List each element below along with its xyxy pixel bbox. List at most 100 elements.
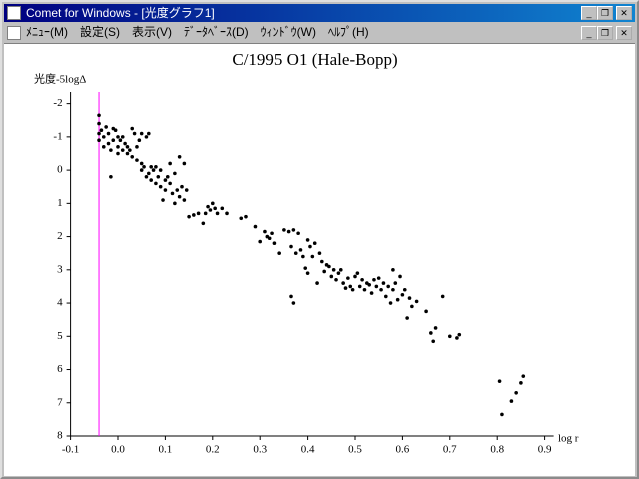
child-icon: [7, 26, 21, 40]
minimize-button[interactable]: _: [581, 6, 597, 20]
data-point: [282, 228, 286, 232]
data-point: [149, 178, 153, 182]
data-point: [353, 274, 357, 279]
data-point: [398, 274, 402, 279]
data-point: [97, 113, 101, 118]
data-point: [184, 188, 189, 192]
data-point: [165, 174, 170, 179]
close-button[interactable]: ✕: [616, 6, 632, 20]
data-point: [410, 304, 414, 309]
menu-item[interactable]: 表示(V): [132, 25, 172, 39]
data-point: [244, 214, 248, 219]
data-point: [220, 206, 225, 211]
data-point: [139, 131, 144, 136]
x-tick-label: 0.5: [348, 444, 362, 456]
data-point: [113, 128, 118, 133]
data-point: [97, 138, 101, 142]
data-point: [402, 287, 407, 292]
x-tick-label: 0.3: [253, 444, 267, 456]
data-point: [158, 168, 163, 172]
data-point: [158, 184, 163, 189]
data-point: [175, 188, 180, 192]
child-minimize[interactable]: _: [581, 26, 597, 40]
data-point: [163, 188, 168, 192]
data-point: [201, 221, 206, 226]
data-point: [360, 277, 364, 282]
data-point: [317, 251, 322, 255]
data-point: [393, 281, 398, 285]
data-point: [384, 294, 388, 299]
y-tick-label: 5: [57, 330, 63, 342]
data-point: [151, 168, 156, 172]
data-point: [310, 254, 315, 259]
data-point: [521, 374, 526, 378]
data-point: [208, 208, 213, 212]
data-point: [130, 126, 135, 131]
data-point: [170, 191, 175, 196]
data-point: [329, 274, 334, 279]
data-point: [350, 287, 355, 292]
data-point: [258, 239, 262, 244]
menu-item[interactable]: ﾒﾆｭｰ(M): [26, 25, 68, 39]
data-point: [391, 268, 395, 272]
data-point: [139, 168, 144, 172]
data-point: [147, 171, 151, 176]
data-point: [263, 229, 267, 234]
data-point: [106, 141, 111, 146]
data-point: [173, 201, 177, 206]
data-point: [301, 254, 305, 259]
data-point: [289, 294, 293, 299]
data-point: [346, 276, 350, 280]
y-tick-label: 8: [57, 430, 63, 442]
data-point: [215, 211, 220, 216]
data-point: [376, 276, 381, 280]
data-point: [455, 336, 459, 340]
data-point: [334, 277, 338, 282]
data-point: [116, 151, 120, 156]
menu-item[interactable]: ｳｨﾝﾄﾞｳ(W): [260, 25, 316, 39]
data-point: [196, 211, 201, 216]
data-point: [97, 131, 101, 136]
data-point: [154, 164, 158, 169]
menu-bar: ﾒﾆｭｰ(M) 設定(S) 表示(V) ﾃﾞｰﾀﾍﾞｰｽ(D) ｳｨﾝﾄﾞｳ(W) ﾍﾙﾌ…: [4, 23, 635, 42]
data-point: [123, 141, 127, 146]
data-point: [327, 264, 331, 269]
data-point: [500, 412, 504, 417]
data-point: [291, 228, 296, 232]
y-tick-label: -2: [53, 97, 62, 109]
data-point: [120, 148, 125, 152]
menu-item[interactable]: ﾍﾙﾌﾟ(H): [328, 25, 369, 39]
title-bar: Comet for Windows - [光度グラフ1] _ ❐ ✕: [4, 4, 635, 22]
data-point: [225, 211, 229, 216]
child-close[interactable]: ✕: [616, 26, 632, 40]
data-point: [514, 390, 518, 395]
child-restore[interactable]: ❐: [597, 26, 613, 40]
data-point: [272, 241, 277, 246]
data-point: [374, 284, 379, 289]
data-point: [139, 161, 144, 166]
data-point: [182, 198, 187, 202]
data-point: [97, 121, 101, 126]
y-tick-label: 2: [57, 230, 63, 242]
restore-button[interactable]: ❐: [597, 6, 613, 20]
data-point: [431, 339, 436, 344]
data-point: [120, 135, 125, 139]
menu-item[interactable]: 設定(S): [80, 25, 120, 39]
data-point: [168, 181, 172, 186]
data-point: [163, 178, 168, 182]
window-title: Comet for Windows - [光度グラフ1]: [26, 6, 215, 20]
app-icon: [7, 6, 21, 20]
y-tick-label: 7: [57, 396, 63, 408]
data-point: [116, 145, 120, 149]
menu-item[interactable]: ﾃﾞｰﾀﾍﾞｰｽ(D): [184, 25, 249, 39]
data-point: [101, 135, 106, 139]
data-point: [180, 184, 184, 189]
data-point: [99, 128, 104, 133]
data-point: [135, 158, 139, 162]
data-point: [497, 379, 502, 383]
data-point: [424, 309, 428, 314]
data-point: [386, 284, 390, 289]
data-point: [296, 231, 300, 236]
data-point: [395, 297, 400, 302]
